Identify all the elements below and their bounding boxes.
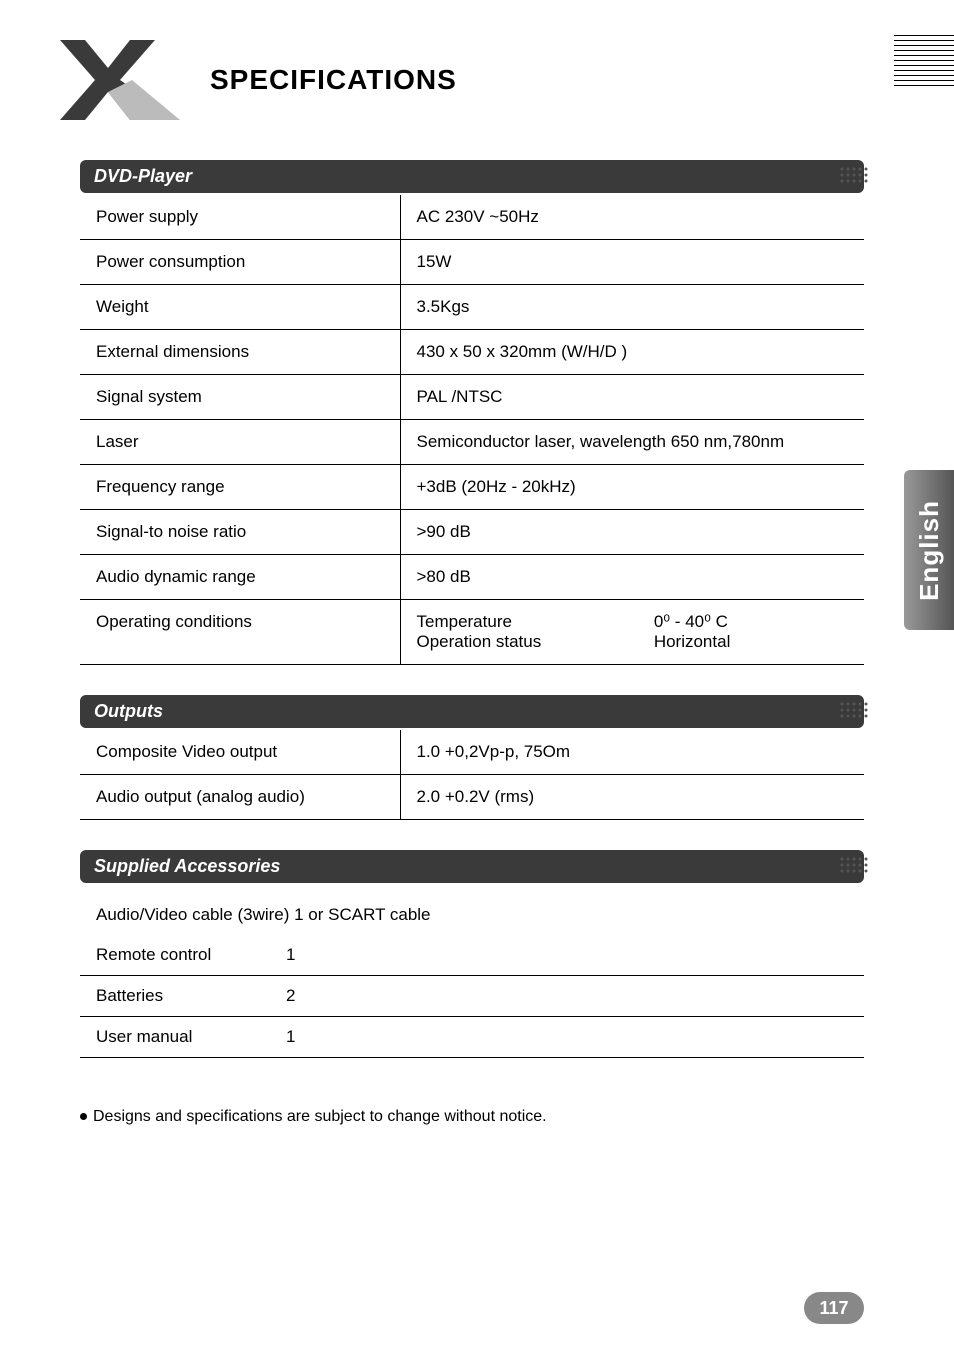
list-item: Remote control 1: [80, 935, 864, 976]
spec-label: External dimensions: [80, 330, 400, 375]
table-row: Audio dynamic range>80 dB: [80, 555, 864, 600]
spec-value: >90 dB: [400, 510, 864, 555]
spec-sub-left: Operation status: [417, 632, 654, 652]
page-number-value: 117: [819, 1298, 848, 1319]
spec-label: Composite Video output: [80, 730, 400, 775]
spec-label: Power supply: [80, 195, 400, 240]
footnote-text: Designs and specifications are subject t…: [93, 1108, 547, 1125]
acc-qty: 2: [286, 986, 295, 1006]
accessories-list: Audio/Video cable (3wire) 1 or SCART cab…: [80, 895, 864, 1058]
page-number: 117: [804, 1292, 864, 1324]
spec-label: Signal system: [80, 375, 400, 420]
spec-value: 15W: [400, 240, 864, 285]
table-row: Power supplyAC 230V ~50Hz: [80, 195, 864, 240]
dvd-player-table: Power supplyAC 230V ~50Hz Power consumpt…: [80, 195, 864, 665]
acc-label: Remote control: [96, 945, 286, 965]
table-row: Composite Video output1.0 +0,2Vp-p, 75Om: [80, 730, 864, 775]
language-side-tab: English: [904, 470, 954, 630]
acc-label: Batteries: [96, 986, 286, 1006]
spec-value: AC 230V ~50Hz: [400, 195, 864, 240]
spec-value: PAL /NTSC: [400, 375, 864, 420]
list-item: User manual 1: [80, 1017, 864, 1058]
section-header-label: Supplied Accessories: [94, 856, 280, 876]
bullet-icon: [80, 1113, 87, 1120]
acc-label: User manual: [96, 1027, 286, 1047]
table-row: Operating conditions Temperature Operati…: [80, 600, 864, 665]
spec-sub-left: Temperature: [417, 612, 654, 632]
section-header-accessories: Supplied Accessories: [80, 850, 864, 883]
section-header-dvd-player: DVD-Player: [80, 160, 864, 193]
table-row: Frequency range+3dB (20Hz - 20kHz): [80, 465, 864, 510]
acc-qty: 1: [286, 945, 295, 965]
page-title: SPECIFICATIONS: [210, 64, 457, 96]
section-header-outputs: Outputs: [80, 695, 864, 728]
x-logo-icon: [50, 30, 190, 130]
spec-sub-right: Horizontal: [654, 632, 848, 652]
spec-label: Operating conditions: [80, 600, 400, 665]
table-row: Signal-to noise ratio>90 dB: [80, 510, 864, 555]
section-header-label: DVD-Player: [94, 166, 192, 186]
page-header: SPECIFICATIONS: [80, 50, 864, 130]
table-row: Audio output (analog audio)2.0 +0.2V (rm…: [80, 775, 864, 820]
footnote: Designs and specifications are subject t…: [80, 1108, 864, 1126]
table-row: LaserSemiconductor laser, wavelength 650…: [80, 420, 864, 465]
spec-value: 430 x 50 x 320mm (W/H/D ): [400, 330, 864, 375]
spec-value: 1.0 +0,2Vp-p, 75Om: [400, 730, 864, 775]
spec-value: 2.0 +0.2V (rms): [400, 775, 864, 820]
dots-icon: [838, 855, 872, 879]
spec-label: Audio dynamic range: [80, 555, 400, 600]
spec-label: Laser: [80, 420, 400, 465]
dots-icon: [838, 700, 872, 724]
acc-label: Audio/Video cable (3wire) 1 or SCART cab…: [96, 905, 431, 925]
table-row: External dimensions430 x 50 x 320mm (W/H…: [80, 330, 864, 375]
dots-icon: [838, 165, 872, 189]
list-item: Batteries 2: [80, 976, 864, 1017]
spec-label: Weight: [80, 285, 400, 330]
spec-label: Signal-to noise ratio: [80, 510, 400, 555]
side-tab-label: English: [914, 500, 945, 601]
table-row: Signal systemPAL /NTSC: [80, 375, 864, 420]
outputs-table: Composite Video output1.0 +0,2Vp-p, 75Om…: [80, 730, 864, 820]
table-row: Weight3.5Kgs: [80, 285, 864, 330]
spec-sub-right: 0⁰ - 40⁰ C: [654, 612, 848, 632]
spec-label: Frequency range: [80, 465, 400, 510]
spec-value: 3.5Kgs: [400, 285, 864, 330]
spec-label: Power consumption: [80, 240, 400, 285]
section-header-label: Outputs: [94, 701, 163, 721]
table-row: Power consumption15W: [80, 240, 864, 285]
spec-label: Audio output (analog audio): [80, 775, 400, 820]
spec-value: >80 dB: [400, 555, 864, 600]
list-item: Audio/Video cable (3wire) 1 or SCART cab…: [80, 895, 864, 935]
spec-value: +3dB (20Hz - 20kHz): [400, 465, 864, 510]
spec-value: Semiconductor laser, wavelength 650 nm,7…: [400, 420, 864, 465]
acc-qty: 1: [286, 1027, 295, 1047]
